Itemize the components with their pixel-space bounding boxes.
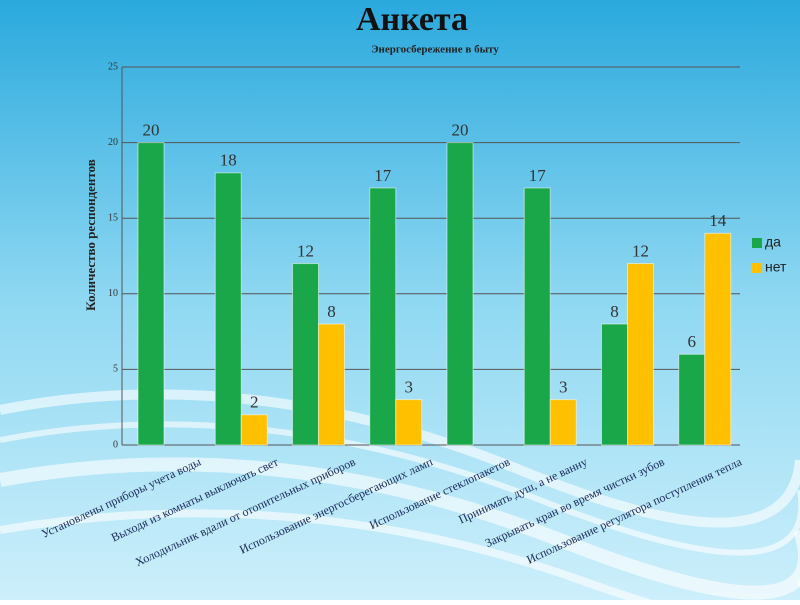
bar	[523, 187, 551, 446]
legend-swatch	[752, 263, 762, 273]
bar	[627, 263, 654, 446]
bar	[549, 399, 577, 446]
bar	[704, 232, 732, 446]
chart-subtitle: Энергосбережение в быту	[371, 44, 499, 56]
data-label: 8	[610, 302, 619, 321]
bar	[369, 187, 397, 446]
data-label: 20	[452, 121, 469, 140]
data-label: 12	[632, 241, 649, 260]
data-label: 3	[405, 378, 414, 397]
legend-label: да	[765, 234, 781, 250]
data-label: 2	[250, 393, 259, 412]
y-tick-label: 0	[113, 439, 118, 450]
y-tick-label: 5	[113, 364, 118, 375]
legend-label: нет	[765, 259, 787, 275]
chart-title: Анкета	[356, 1, 468, 38]
bar	[214, 172, 242, 446]
y-tick-label: 15	[108, 212, 118, 223]
data-label: 8	[327, 302, 336, 321]
y-tick-label: 20	[108, 137, 118, 148]
y-axis-label: Количество респондентов	[83, 159, 98, 311]
bar	[678, 353, 706, 446]
bar	[601, 323, 628, 446]
data-label: 3	[559, 378, 568, 397]
bar	[395, 399, 423, 446]
data-label: 6	[688, 332, 697, 351]
data-label: 14	[709, 211, 727, 230]
bar	[240, 414, 268, 446]
bar	[137, 142, 165, 446]
data-label: 17	[529, 166, 547, 185]
y-tick-label: 10	[108, 288, 118, 299]
data-label: 20	[143, 121, 160, 140]
data-label: 17	[374, 166, 392, 185]
bar	[318, 323, 345, 446]
legend-swatch	[752, 238, 762, 248]
bar	[446, 142, 474, 446]
y-tick-label: 25	[108, 61, 118, 72]
data-label: 12	[297, 241, 314, 260]
data-label: 18	[220, 151, 237, 170]
bar	[292, 263, 319, 446]
